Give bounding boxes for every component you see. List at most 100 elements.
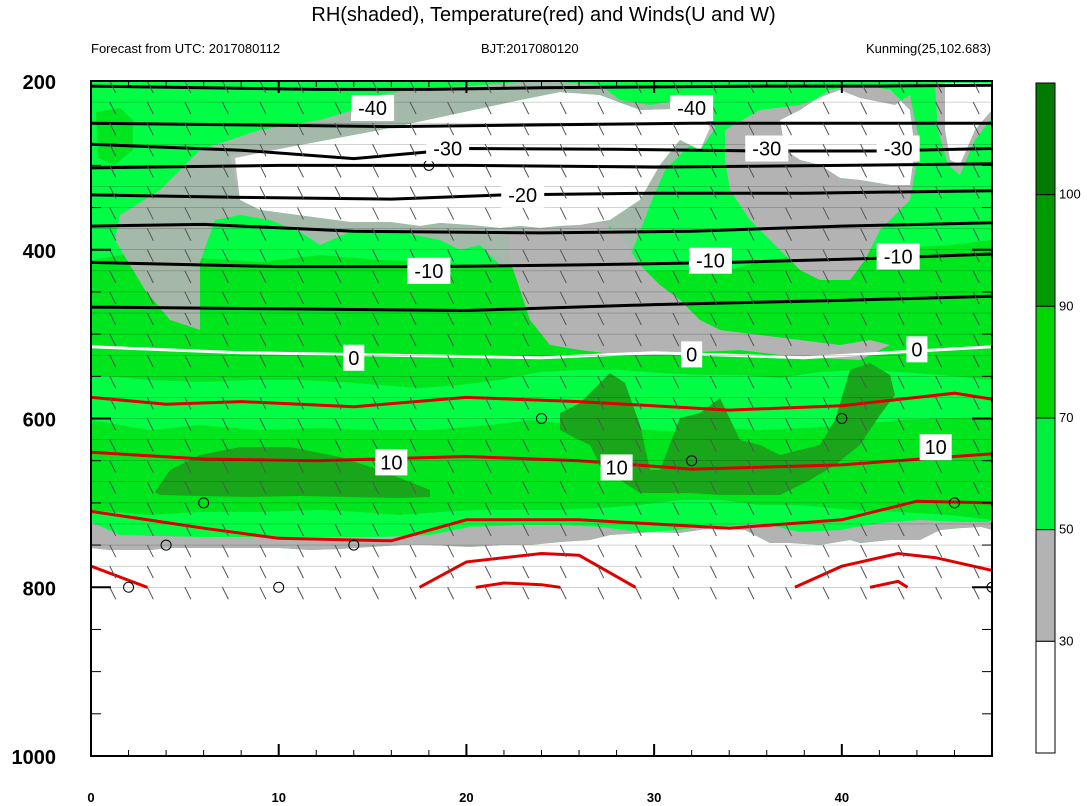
wind-barb	[109, 122, 117, 136]
wind-barb	[672, 207, 680, 220]
wind-barb	[447, 228, 455, 241]
wind-barb	[184, 523, 192, 537]
wind-barb	[484, 354, 492, 368]
wind-barb	[634, 312, 642, 326]
wind-barb	[634, 101, 642, 115]
contour-label-box	[670, 95, 714, 121]
wind-barb	[822, 502, 830, 516]
wind-barb	[522, 270, 530, 284]
wind-barb	[559, 207, 567, 220]
wind-barb	[409, 228, 417, 241]
wind-barb	[522, 291, 530, 305]
wind-barb	[785, 312, 792, 326]
wind-barb	[860, 312, 868, 326]
wind-barb	[559, 481, 567, 495]
wind-barb	[785, 502, 792, 516]
wind-barb	[484, 228, 492, 241]
wind-barb	[597, 101, 605, 115]
wind-barb	[559, 502, 567, 516]
wind-barb	[972, 397, 980, 410]
wind-barb	[184, 165, 192, 178]
wind-barb	[935, 418, 943, 431]
y-tick-label: 400	[23, 241, 56, 263]
wind-barb	[747, 460, 755, 473]
wind-barb	[672, 228, 680, 241]
wind-barb	[559, 376, 567, 389]
wind-barb	[259, 122, 267, 136]
wind-barb	[334, 544, 342, 558]
wind-barb	[522, 376, 530, 389]
calm-marker	[536, 413, 547, 424]
wind-barb	[522, 481, 530, 495]
wind-barb	[672, 144, 680, 157]
wind-barb	[259, 333, 267, 347]
wind-barb	[259, 270, 267, 284]
wind-barb	[709, 502, 717, 516]
wind-barb	[372, 249, 380, 262]
wind-barb	[709, 186, 717, 199]
wind-barb	[747, 397, 755, 410]
wind-barb	[484, 291, 492, 305]
wind-barb	[972, 144, 980, 157]
wind-barb	[372, 502, 380, 516]
wind-barb	[747, 291, 755, 305]
wind-barb	[597, 165, 605, 178]
calm-marker	[948, 497, 960, 509]
wind-barb	[184, 333, 192, 347]
temperature-contour	[91, 499, 992, 543]
wind-barb	[484, 312, 492, 326]
wind-barb	[109, 354, 117, 368]
wind-barb	[897, 354, 905, 368]
wind-barb	[747, 270, 755, 284]
wind-barb	[747, 165, 755, 178]
contour-label-box	[351, 95, 395, 121]
wind-barb	[184, 544, 192, 558]
wind-barb	[146, 418, 154, 431]
wind-barb	[221, 565, 229, 579]
wind-barb	[972, 418, 980, 431]
wind-barb	[935, 565, 943, 579]
wind-barb	[597, 481, 605, 495]
wind-barb	[972, 439, 980, 452]
wind-barb	[747, 523, 755, 537]
wind-barb	[860, 207, 868, 220]
y-tick-label: 800	[23, 578, 56, 600]
wind-barb	[822, 228, 830, 241]
wind-barb	[672, 81, 680, 94]
wind-barb	[146, 333, 154, 347]
wind-barb	[709, 439, 717, 452]
wind-barb	[221, 122, 229, 136]
wind-barb	[935, 165, 943, 178]
wind-barb	[259, 418, 267, 431]
contour-label-box	[501, 181, 545, 208]
wind-barb	[297, 397, 304, 410]
wind-barb	[559, 418, 567, 431]
contour-label-box	[876, 135, 920, 162]
wind-barb	[259, 523, 267, 537]
wind-barb	[747, 544, 755, 558]
wind-barb	[785, 186, 792, 199]
wind-barb	[747, 587, 755, 600]
wind-barb	[334, 165, 342, 178]
wind-barb	[259, 397, 267, 410]
wind-barb	[146, 312, 154, 326]
wind-barb	[447, 122, 455, 136]
wind-barb	[146, 144, 154, 157]
wind-barb	[409, 144, 417, 157]
wind-barb	[221, 439, 229, 452]
wind-barb	[634, 186, 642, 199]
wind-barb	[785, 207, 792, 220]
wind-barb	[221, 502, 229, 516]
wind-barb	[259, 207, 267, 220]
wind-barb	[672, 312, 680, 326]
contour-label-box	[600, 454, 633, 481]
wind-barb	[297, 81, 304, 94]
wind-barb	[747, 502, 755, 516]
wind-barb	[372, 291, 380, 305]
wind-barb	[447, 439, 455, 452]
wind-barb	[447, 354, 455, 368]
wind-barb	[634, 418, 642, 431]
wind-barb	[935, 397, 943, 410]
wind-barb	[109, 397, 117, 410]
wind-barb	[822, 333, 830, 347]
